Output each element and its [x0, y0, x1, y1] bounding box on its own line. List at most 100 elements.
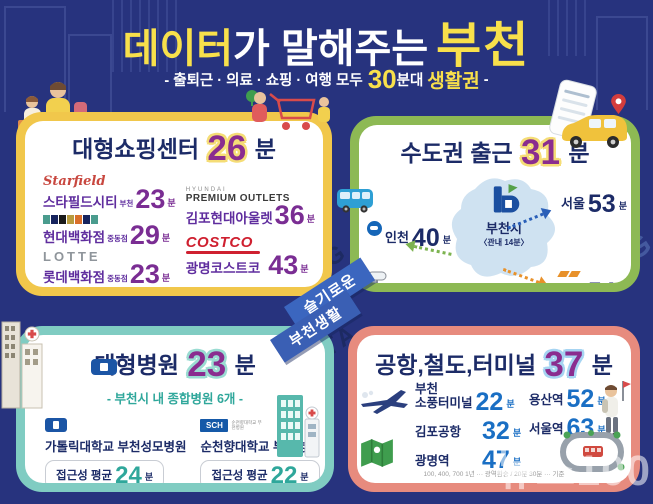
- store-unit: 분: [306, 213, 315, 224]
- accessibility-label: 접근성 평균: [211, 470, 268, 483]
- bucheon-map-shape: [451, 178, 555, 277]
- title-middle: 가 말해주는: [233, 27, 429, 71]
- store-unit: 분: [167, 197, 176, 208]
- destination-name: 인천: [385, 230, 409, 245]
- hyundai-logo: [43, 214, 186, 224]
- road-loop-icon: [560, 430, 625, 472]
- skyline-building: [548, 0, 592, 56]
- skyline-building: [68, 34, 112, 114]
- commute-card: 수도권 출근 31 분: [350, 116, 640, 292]
- incheon-logo: [367, 221, 382, 236]
- transit-item-minutes: 32: [482, 416, 510, 445]
- bus-icon: [337, 189, 373, 213]
- transit-item-unit: 분: [597, 396, 606, 406]
- hyundai-outlets-logo-top: HYUNDAI: [185, 187, 227, 193]
- subtitle-number: 30: [367, 64, 397, 94]
- destination-unit: 분: [618, 201, 627, 211]
- store-branch: 중동점: [107, 273, 128, 283]
- list-item: COSTCO 광명코스트코 43 분: [185, 233, 315, 281]
- transit-card: 공항,철도,터미널 37 분 부천 소풍터미널 22 분 김포공항 32 분: [348, 326, 640, 492]
- skyline-building: [112, 0, 178, 72]
- transit-title-text: 공항,철도,터미널: [375, 352, 536, 378]
- destination-unit: 분: [442, 235, 452, 245]
- store-unit: 분: [161, 233, 171, 244]
- destination-minutes: 54: [588, 280, 616, 284]
- store-name: 현대백화점: [43, 230, 106, 246]
- transit-minutes: 37: [544, 345, 584, 384]
- shopping-minutes: 26: [207, 129, 247, 168]
- map-icon: [361, 439, 393, 467]
- transit-footnote: 100, 400, 700 1년 ··· 광역환승 / 20분 30분 ··· …: [423, 471, 565, 478]
- starfield-logo: Starfield: [43, 174, 106, 189]
- destination-incheon: 인천 40 분: [367, 221, 452, 251]
- store-unit: 분: [161, 272, 171, 283]
- skyline-building: [4, 6, 66, 112]
- list-item: 부천 소풍터미널 22 분: [415, 382, 521, 414]
- store-minutes: 23: [129, 259, 160, 287]
- transit-name-line1: 부천: [415, 382, 439, 396]
- news100-watermark: 뉴스100: [495, 447, 651, 495]
- list-item: 용산역 52 분: [529, 385, 606, 413]
- transit-card-title: 공항,철도,터미널 37 분: [357, 335, 631, 385]
- transit-name: 김포공항: [415, 424, 462, 439]
- subtitle-accent: 생활권: [427, 71, 480, 92]
- store-minutes: 43: [268, 250, 299, 281]
- transit-item-unit: 분: [597, 425, 606, 435]
- accessibility-minutes: 24: [115, 462, 142, 483]
- lotte-logo: LOTTE: [43, 249, 101, 265]
- store-minutes: 36: [274, 200, 305, 230]
- catholic-univ-logo: [45, 418, 67, 432]
- shopping-card: 대형쇼핑센터 26 분 Starfield 스타필드시티 부천 23 분: [16, 112, 332, 296]
- transit-name: 소풍터미널: [415, 395, 473, 410]
- shopping-unit: 분: [254, 136, 276, 162]
- sch-logo: SCH: [200, 418, 229, 432]
- store-minutes: 29: [129, 219, 160, 250]
- gyeonggi-logo: [557, 271, 581, 277]
- transit-column-1: 부천 소풍터미널 22 분 김포공항 32 분 광명역 47 분: [415, 382, 522, 479]
- list-item: 김포공항 32 분: [415, 416, 521, 445]
- page-title: 데이터가 말해주는 부천: [0, 6, 653, 77]
- title-accent-bucheon: 부천: [436, 19, 531, 73]
- car-icon: [562, 115, 627, 148]
- list-item: HYUNDAI PREMIUM OUTLETS 김포현대아울렛 36 분: [185, 187, 315, 230]
- bucheon-city-label: 부천시: [486, 221, 522, 236]
- accessibility-unit: 분: [144, 472, 154, 483]
- train-icon: [367, 271, 387, 283]
- transit-unit: 분: [591, 352, 613, 378]
- transit-item-unit: 분: [506, 398, 515, 409]
- list-item: Starfield 스타필드시티 부천 23 분: [43, 174, 186, 214]
- store-name: 김포현대아울렛: [185, 210, 273, 226]
- transit-name: 서울역: [529, 422, 564, 437]
- list-item: 광명역 47 분: [415, 447, 522, 472]
- location-pin-icon: [611, 94, 626, 114]
- hospital-unit: 분: [234, 352, 256, 378]
- store-branch: 부천: [119, 198, 134, 208]
- skyline-building: [596, 16, 648, 110]
- hospital-name: 가톨릭대학교 부천성모병원: [45, 440, 187, 454]
- accessibility-minutes: 22: [270, 462, 298, 483]
- accessibility-label: 접근성 평균: [56, 470, 113, 483]
- destination-name: 경기: [561, 281, 585, 283]
- list-item: 가톨릭대학교 부천성모병원 접근성 평균 24 분: [45, 417, 186, 483]
- costco-logo: COSTCO: [185, 233, 253, 251]
- accessibility-box: 접근성 평균 24 분: [45, 460, 165, 483]
- title-accent-data: 데이터: [122, 27, 234, 71]
- store-branch: 중동점: [107, 234, 128, 244]
- bucheon-logo: [493, 184, 520, 213]
- store-minutes: 23: [135, 184, 166, 214]
- subtitle-text: - 출퇴근 · 의료 · 쇼핑 · 여행 모두: [164, 73, 363, 89]
- hospital-logo-icon: [91, 359, 117, 375]
- bucheon-inner-minutes: 〈관내 14분〉: [479, 238, 529, 247]
- store-name: 광명코스트코: [185, 260, 261, 276]
- list-item: 현대백화점 중동점 29 분: [43, 214, 186, 250]
- hospital-subtitle: - 부천시 내 종합병원 6개 -: [106, 392, 244, 406]
- transit-item-unit: 분: [512, 456, 522, 467]
- transit-item-minutes: 52: [566, 385, 595, 413]
- destination-gyeonggi: 경기 54 분: [561, 280, 627, 284]
- destination-name: 서울: [560, 196, 585, 211]
- list-item: LOTTE 롯데백화점 중동점 23 분: [43, 249, 186, 287]
- store-name: 롯데백화점: [43, 269, 106, 285]
- subtitle-mid: 분대: [396, 73, 424, 89]
- store-name: 스타필드시티: [43, 194, 118, 210]
- shopping-cart-illustration: [252, 92, 330, 130]
